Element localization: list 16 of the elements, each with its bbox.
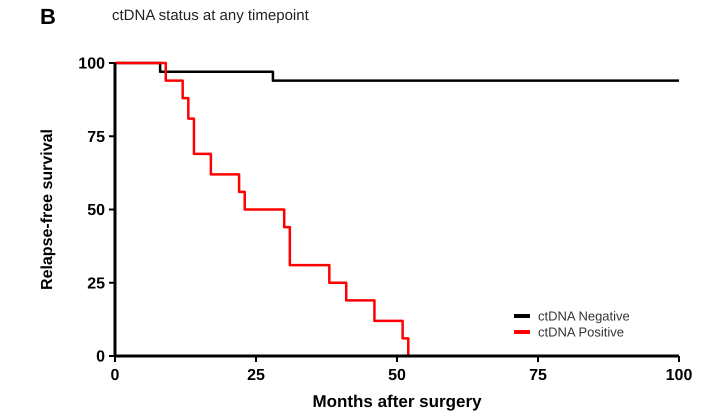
y-tick-label: 100 — [78, 56, 106, 73]
y-tick-label: 75 — [87, 128, 106, 146]
x-tick-label: 50 — [388, 367, 406, 384]
x-tick-label: 75 — [529, 367, 547, 384]
legend-label: ctDNA Positive — [538, 324, 624, 340]
legend-label: ctDNA Negative — [538, 308, 630, 324]
x-tick-label: 25 — [247, 367, 265, 384]
y-tick-label: 0 — [96, 348, 106, 366]
x-tick-label: 100 — [666, 367, 692, 384]
x-axis-title: Months after surgery — [312, 392, 482, 411]
x-tick-label: 0 — [110, 367, 120, 384]
y-tick-label: 25 — [87, 275, 106, 292]
y-axis-title: Relapse-free survival — [39, 129, 56, 290]
y-tick-label: 50 — [87, 202, 106, 220]
text: B — [40, 4, 56, 29]
chart-title: ctDNA status at any timepoint — [112, 7, 310, 24]
